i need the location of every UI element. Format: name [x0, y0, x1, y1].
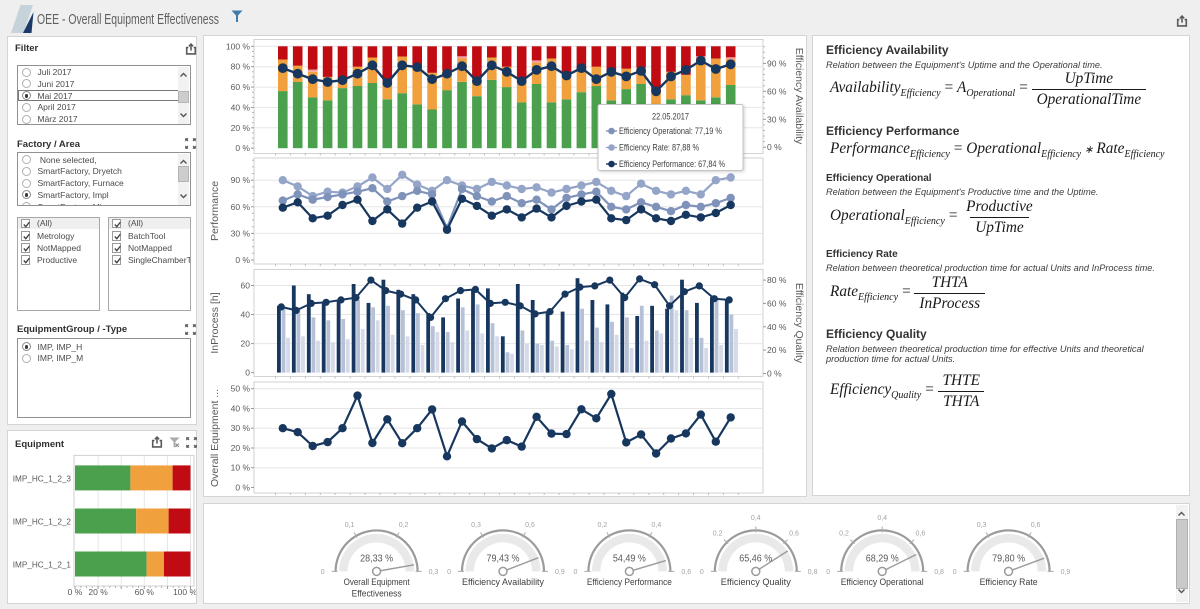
- svg-text:80 %: 80 %: [767, 275, 787, 285]
- svg-text:28,33 %: 28,33 %: [360, 553, 393, 564]
- svg-text:0,2: 0,2: [713, 531, 723, 538]
- svg-text:0,8: 0,8: [934, 569, 944, 576]
- svg-text:65,46 %: 65,46 %: [739, 553, 772, 564]
- svg-text:Efficiency Operational: Efficiency Operational: [841, 577, 924, 587]
- svg-text:IMP_HC_1_2_3: IMP_HC_1_2_3: [13, 474, 72, 483]
- svg-text:0,6: 0,6: [916, 531, 926, 538]
- svg-text:0 %: 0 %: [235, 483, 250, 493]
- svg-text:40 %: 40 %: [231, 404, 251, 414]
- svg-text:0,2: 0,2: [399, 522, 409, 529]
- svg-text:Efficiency Availability: Efficiency Availability: [462, 577, 544, 587]
- svg-text:40: 40: [241, 310, 251, 320]
- svg-text:22.05.2017: 22.05.2017: [652, 112, 689, 122]
- svg-text:20 %: 20 %: [231, 123, 251, 133]
- svg-text:Efficiency Availability: Efficiency Availability: [793, 48, 805, 145]
- svg-text:0: 0: [245, 368, 250, 378]
- svg-text:0 %: 0 %: [235, 143, 250, 153]
- svg-text:90 %: 90 %: [767, 58, 787, 68]
- svg-text:100 %: 100 %: [173, 587, 196, 597]
- svg-text:0,3: 0,3: [977, 522, 987, 529]
- svg-text:0: 0: [953, 569, 957, 576]
- svg-text:90 %: 90 %: [231, 175, 251, 185]
- svg-text:0,9: 0,9: [555, 569, 565, 576]
- svg-text:Efficiency Operational: 77,19: Efficiency Operational: 77,19 %: [619, 126, 722, 136]
- svg-text:0: 0: [700, 569, 704, 576]
- svg-text:IMP_HC_1_2_2: IMP_HC_1_2_2: [13, 518, 72, 527]
- svg-text:Performance: Performance: [209, 181, 221, 241]
- svg-text:30 %: 30 %: [231, 228, 251, 238]
- svg-text:InProcess [h]: InProcess [h]: [209, 292, 221, 353]
- svg-text:0 %: 0 %: [767, 142, 782, 152]
- svg-text:0,3: 0,3: [471, 522, 481, 529]
- svg-text:0: 0: [321, 569, 325, 576]
- svg-text:0,4: 0,4: [652, 522, 662, 529]
- svg-text:100 %: 100 %: [226, 41, 251, 51]
- svg-text:0 %: 0 %: [767, 369, 782, 379]
- svg-text:Efficiency Rate: 87,88 %: Efficiency Rate: 87,88 %: [619, 143, 699, 153]
- svg-text:0 %: 0 %: [235, 255, 250, 265]
- svg-text:Efficiency Performance: Efficiency Performance: [587, 577, 672, 587]
- svg-text:0,1: 0,1: [345, 522, 355, 529]
- svg-text:0,8: 0,8: [808, 569, 818, 576]
- svg-text:Efficiency Quality: Efficiency Quality: [721, 577, 791, 587]
- svg-text:40 %: 40 %: [767, 322, 787, 332]
- svg-text:54,49 %: 54,49 %: [613, 553, 646, 564]
- svg-text:60 %: 60 %: [767, 298, 787, 308]
- svg-text:Overall Equipment: Overall Equipment: [344, 577, 410, 587]
- svg-text:20 %: 20 %: [231, 443, 251, 453]
- svg-text:0,4: 0,4: [751, 515, 761, 522]
- svg-text:0,2: 0,2: [839, 531, 849, 538]
- svg-text:79,43 %: 79,43 %: [487, 553, 520, 564]
- svg-text:0: 0: [573, 569, 577, 576]
- svg-text:0,6: 0,6: [681, 569, 691, 576]
- svg-text:0,6: 0,6: [789, 531, 799, 538]
- svg-text:Efficiency Rate: Efficiency Rate: [980, 577, 1038, 587]
- svg-text:60 %: 60 %: [231, 202, 251, 212]
- svg-text:10 %: 10 %: [231, 463, 251, 473]
- svg-text:Overall Equipment ...: Overall Equipment ...: [209, 389, 221, 487]
- svg-text:0: 0: [826, 569, 830, 576]
- svg-text:60 %: 60 %: [231, 82, 251, 92]
- svg-text:0: 0: [447, 569, 451, 576]
- svg-text:40 %: 40 %: [231, 102, 251, 112]
- svg-text:0,4: 0,4: [877, 515, 887, 522]
- svg-text:0 %: 0 %: [68, 587, 83, 597]
- svg-text:IMP_HC_1_2_1: IMP_HC_1_2_1: [13, 561, 72, 570]
- svg-text:50 %: 50 %: [231, 384, 251, 394]
- svg-text:Efficiency Performance: 67,84: Efficiency Performance: 67,84 %: [619, 159, 725, 169]
- svg-text:60 %: 60 %: [135, 587, 155, 597]
- svg-text:0,3: 0,3: [429, 569, 439, 576]
- svg-text:30 %: 30 %: [231, 423, 251, 433]
- svg-text:60: 60: [241, 281, 251, 291]
- svg-text:60 %: 60 %: [767, 86, 787, 96]
- svg-text:68,29 %: 68,29 %: [866, 553, 899, 564]
- svg-text:Effectiveness: Effectiveness: [352, 588, 402, 598]
- svg-text:Efficiency Quality: Efficiency Quality: [793, 283, 805, 364]
- svg-text:0,9: 0,9: [1061, 569, 1071, 576]
- svg-text:0,6: 0,6: [525, 522, 535, 529]
- svg-text:0,6: 0,6: [1031, 522, 1041, 529]
- svg-text:80 %: 80 %: [231, 62, 251, 72]
- svg-text:79,80 %: 79,80 %: [992, 553, 1025, 564]
- svg-text:20: 20: [241, 339, 251, 349]
- svg-text:20 %: 20 %: [88, 587, 108, 597]
- svg-text:30 %: 30 %: [767, 114, 787, 124]
- svg-text:0,2: 0,2: [598, 522, 608, 529]
- svg-text:20 %: 20 %: [767, 345, 787, 355]
